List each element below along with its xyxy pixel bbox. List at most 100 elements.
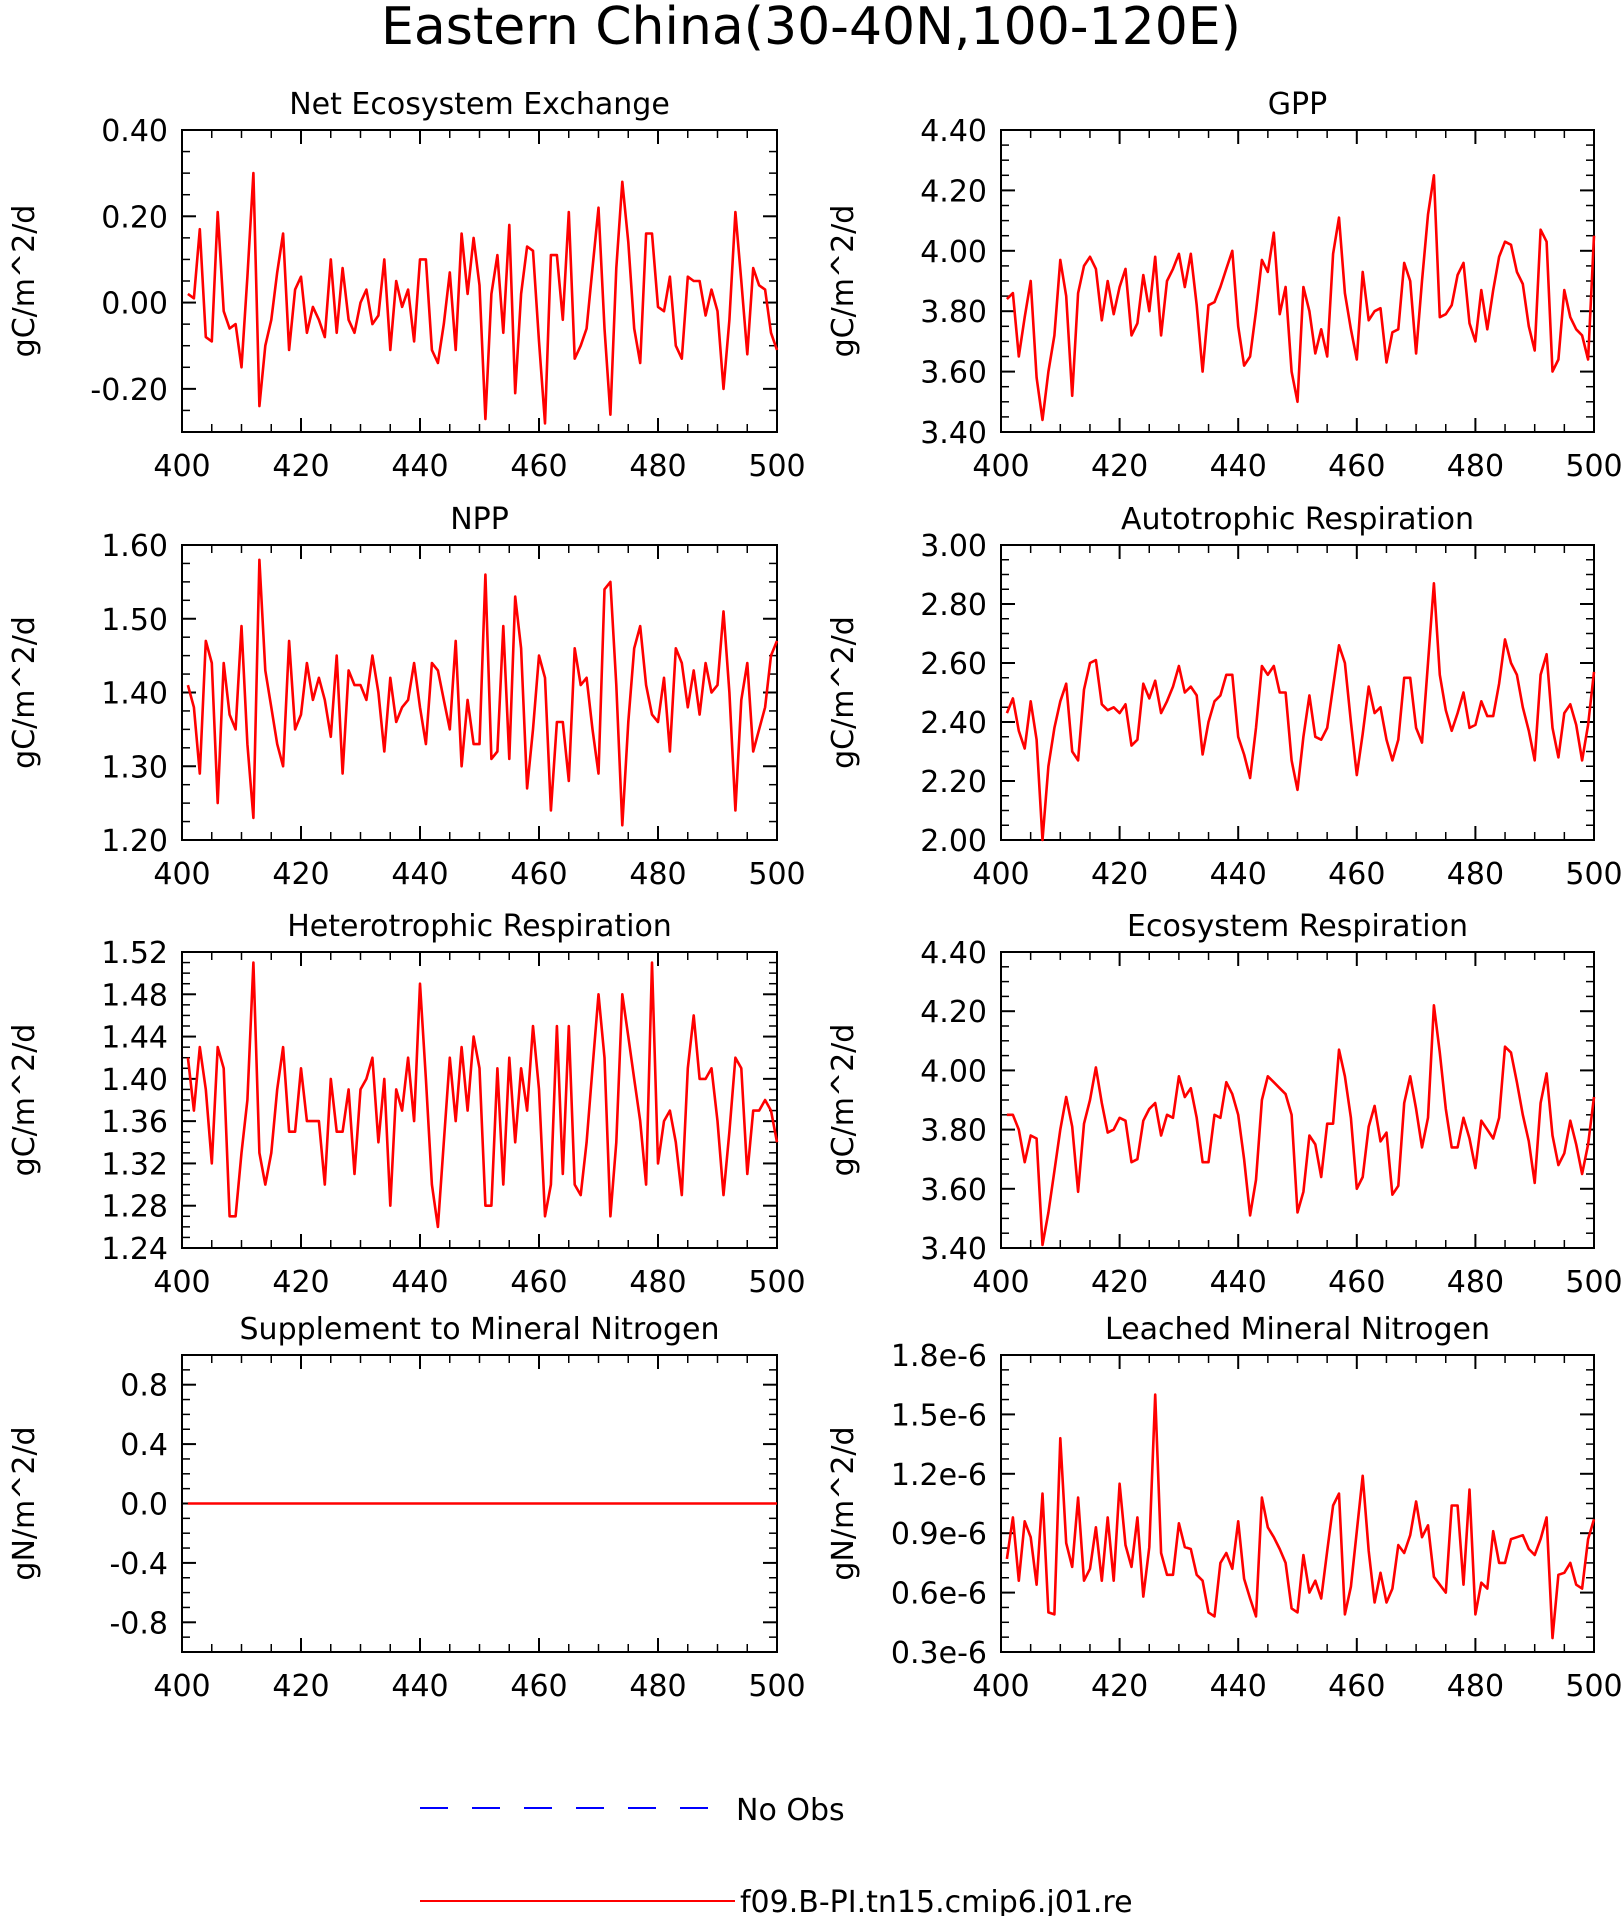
x-tick-label: 460 <box>1328 1669 1385 1704</box>
y-tick-label: 0.8 <box>120 1369 168 1404</box>
x-tick-label: 500 <box>748 1265 805 1300</box>
y-tick-label: 1.32 <box>101 1147 168 1182</box>
x-tick-label: 400 <box>972 857 1029 892</box>
y-tick-label: 3.00 <box>920 529 987 564</box>
y-tick-label: 2.00 <box>920 824 987 859</box>
y-tick-label: 2.60 <box>920 647 987 682</box>
series-line-leached-mineral-nitrogen <box>1005 1393 1596 1640</box>
y-axis-label-heterotrophic-respiration: gC/m^2/d <box>7 1024 42 1177</box>
y-tick-label: 4.00 <box>920 235 987 270</box>
x-tick-label: 480 <box>629 449 686 484</box>
y-tick-label: 2.80 <box>920 588 987 623</box>
x-tick-label: 460 <box>1328 449 1385 484</box>
x-tick-label: 480 <box>629 1265 686 1300</box>
panel-supplement-to-mineral-nitrogen: Supplement to Mineral Nitrogen gN/m^2/d 40… <box>7 1312 806 1704</box>
x-tick-label: 460 <box>510 1265 567 1300</box>
series-line-npp <box>186 558 779 827</box>
x-tick-label: 440 <box>391 857 448 892</box>
panel-title-leached-mineral-nitrogen: Leached Mineral Nitrogen <box>1105 1312 1490 1347</box>
panel-title-gpp: GPP <box>1268 87 1327 122</box>
y-tick-label: 2.40 <box>920 706 987 741</box>
y-tick-label: 1.28 <box>101 1190 168 1225</box>
y-tick-label: 4.20 <box>920 174 987 209</box>
x-tick-label: 500 <box>748 449 805 484</box>
y-axis-label-leached-mineral-nitrogen: gN/m^2/d <box>826 1426 861 1580</box>
panel-autotrophic-respiration: Autotrophic Respiration gC/m^2/d 400 420 440… <box>826 502 1622 892</box>
x-tick-label: 400 <box>972 449 1029 484</box>
y-tick-label: 1.24 <box>101 1232 168 1267</box>
x-tick-label: 400 <box>153 1669 210 1704</box>
x-tick-label: 500 <box>748 1669 805 1704</box>
panel-title-ecosystem-respiration: Ecosystem Respiration <box>1127 909 1468 944</box>
figure-title: Eastern China(30-40N,100-120E) <box>381 0 1241 57</box>
y-tick-label: 0.20 <box>101 200 168 235</box>
y-tick-label: 1.60 <box>101 529 168 564</box>
panel-title-heterotrophic-respiration: Heterotrophic Respiration <box>287 909 672 944</box>
panel-net-ecosystem-exchange: Net Ecosystem Exchange gC/m^2/d 400 420 440 4… <box>7 87 806 484</box>
y-tick-label: 1.8e-6 <box>891 1339 987 1374</box>
y-tick-label: 0.3e-6 <box>891 1636 987 1671</box>
y-tick-label: -0.4 <box>109 1547 168 1582</box>
series-line-gpp <box>1005 174 1596 422</box>
x-tick-label: 440 <box>391 449 448 484</box>
x-tick-label: 420 <box>272 857 329 892</box>
series-line-net-ecosystem-exchange <box>187 171 779 425</box>
x-tick-label: 400 <box>153 857 210 892</box>
x-tick-label: 460 <box>510 857 567 892</box>
y-tick-label: 1.40 <box>101 677 168 712</box>
panel-title-autotrophic-respiration: Autotrophic Respiration <box>1121 502 1474 537</box>
y-tick-label: 4.00 <box>920 1054 987 1089</box>
y-axis-label-autotrophic-respiration: gC/m^2/d <box>826 616 861 769</box>
x-tick-label: 480 <box>1447 1669 1504 1704</box>
y-tick-label: 0.0 <box>120 1488 168 1523</box>
panel-title-supplement-to-mineral-nitrogen: Supplement to Mineral Nitrogen <box>240 1312 720 1347</box>
x-tick-label: 400 <box>972 1265 1029 1300</box>
panels-group: Net Ecosystem Exchange gC/m^2/d 400 420 440 4… <box>7 87 1622 1704</box>
y-axis-label-gpp: gC/m^2/d <box>826 205 861 358</box>
x-tick-label: 500 <box>748 857 805 892</box>
y-tick-label: 3.40 <box>920 416 987 451</box>
x-tick-label: 420 <box>1091 1265 1148 1300</box>
y-tick-label: 1.2e-6 <box>891 1458 987 1493</box>
y-axis-label-net-ecosystem-exchange: gC/m^2/d <box>7 205 42 358</box>
panel-npp: NPP gC/m^2/d 400 420 440 460 480 500 1.20 1.30 1.4… <box>7 502 806 892</box>
y-tick-label: 0.9e-6 <box>891 1517 987 1552</box>
x-tick-label: 460 <box>1328 857 1385 892</box>
y-tick-label: 3.40 <box>920 1232 987 1267</box>
x-tick-label: 440 <box>1210 857 1267 892</box>
x-tick-label: 480 <box>1447 857 1504 892</box>
x-tick-label: 400 <box>153 449 210 484</box>
x-tick-label: 440 <box>391 1265 448 1300</box>
legend-label-model: f09.B-PI.tn15.cmip6.j01.re <box>740 1885 1133 1916</box>
x-tick-label: 440 <box>391 1669 448 1704</box>
panel-ecosystem-respiration: Ecosystem Respiration gC/m^2/d 400 420 440 46… <box>826 909 1622 1300</box>
x-tick-label: 420 <box>1091 1669 1148 1704</box>
x-tick-label: 500 <box>1565 1265 1622 1300</box>
x-tick-label: 440 <box>1210 449 1267 484</box>
y-tick-label: 4.20 <box>920 995 987 1030</box>
y-tick-label: 0.00 <box>101 287 168 322</box>
x-tick-label: 480 <box>629 1669 686 1704</box>
y-tick-label: 1.40 <box>101 1063 168 1098</box>
x-tick-label: 440 <box>1210 1669 1267 1704</box>
x-tick-label: 480 <box>629 857 686 892</box>
y-tick-label: 1.5e-6 <box>891 1398 987 1433</box>
y-tick-label: 3.80 <box>920 1114 987 1149</box>
y-tick-label: 2.20 <box>920 765 987 800</box>
x-tick-label: 480 <box>1447 449 1504 484</box>
y-tick-label: 0.4 <box>120 1428 168 1463</box>
y-tick-label: 4.40 <box>920 114 987 149</box>
x-tick-label: 500 <box>1565 449 1622 484</box>
x-tick-label: 420 <box>272 1669 329 1704</box>
panel-leached-mineral-nitrogen: Leached Mineral Nitrogen gN/m^2/d 400 420 44… <box>826 1312 1622 1704</box>
panel-gpp: GPP gC/m^2/d 400 420 440 460 480 500 3.40 3.60 3.8… <box>826 87 1622 484</box>
x-tick-label: 500 <box>1565 857 1622 892</box>
x-tick-label: 460 <box>510 1669 567 1704</box>
y-tick-label: 3.60 <box>920 356 987 391</box>
y-tick-label: 1.50 <box>101 603 168 638</box>
series-line-ecosystem-respiration <box>1006 1003 1596 1247</box>
y-tick-label: 1.48 <box>101 978 168 1013</box>
legend-label-no-obs: No Obs <box>736 1793 845 1828</box>
x-tick-label: 420 <box>1091 857 1148 892</box>
